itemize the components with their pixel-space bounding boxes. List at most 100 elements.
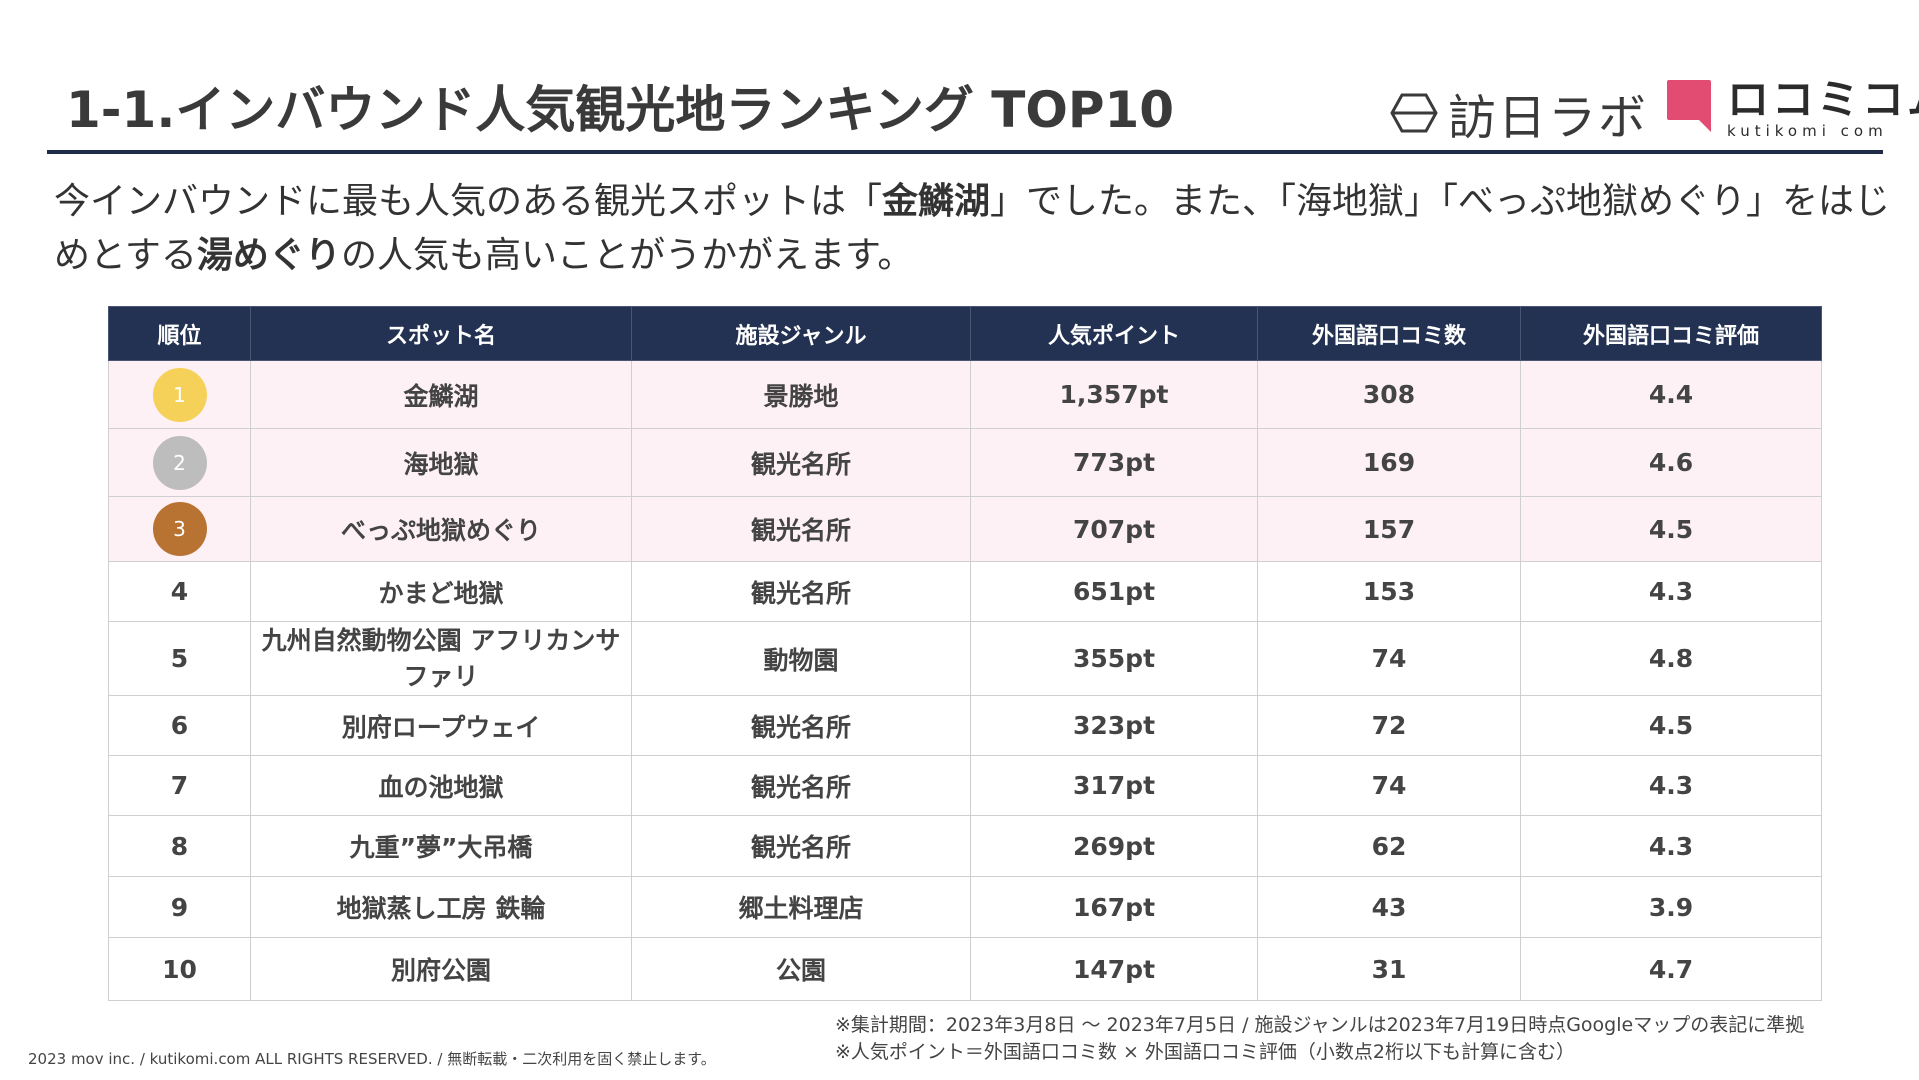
genre-cell: 観光名所	[631, 695, 971, 756]
rank-cell: 8	[108, 815, 251, 877]
copyright-notice: 2023 mov inc. / kutikomi.com ALL RIGHTS …	[28, 1050, 716, 1068]
speech-bubble-icon	[1667, 80, 1711, 132]
spot-name-cell: かまど地獄	[250, 561, 632, 622]
lead-highlight-2: 湯めぐり	[196, 235, 341, 276]
genre-cell: 公園	[631, 937, 971, 1001]
spot-name-cell: 九州自然動物公園 アフリカンサファリ	[250, 621, 632, 696]
footnotes: ※集計期間：2023年3月8日 〜 2023年7月5日 / 施設ジャンルは202…	[835, 1012, 1804, 1066]
rating-cell: 3.9	[1520, 876, 1822, 938]
houjin-lab-logo: 訪日ラボ	[1390, 78, 1648, 148]
table-row: 8 九重”夢”大吊橋 観光名所 269pt 62 4.3	[108, 815, 1822, 877]
header-review-rating: 外国語口コミ評価	[1520, 306, 1822, 361]
points-cell: 1,357pt	[970, 360, 1258, 429]
rating-cell: 4.8	[1520, 621, 1822, 696]
lead-highlight-1: 金鱗湖	[882, 181, 991, 222]
lead-text-2: 」でした。また、「海地獄」「べっぷ地獄めぐり」をはじめとする	[54, 181, 1891, 276]
kutikomi-logo-subtext: kutikomi com	[1727, 122, 1888, 140]
houjin-lab-logo-text: 訪日ラボ	[1448, 90, 1649, 146]
review-count-cell: 169	[1257, 428, 1521, 497]
rating-cell: 4.3	[1520, 755, 1822, 816]
rating-cell: 4.5	[1520, 496, 1822, 562]
footnote-period: ※集計期間：2023年3月8日 〜 2023年7月5日 / 施設ジャンルは202…	[835, 1014, 1805, 1036]
footnote-formula: ※人気ポイント＝外国語口コミ数 × 外国語口コミ評価（小数点2桁以下も計算に含む…	[835, 1041, 1576, 1063]
lead-text-3: の人気も高いことがうかがえます。	[340, 235, 914, 276]
rating-cell: 4.5	[1520, 695, 1822, 756]
bronze-medal-badge: 3	[152, 502, 207, 556]
genre-cell: 観光名所	[631, 496, 971, 562]
review-count-cell: 153	[1257, 561, 1521, 622]
header-review-count: 外国語口コミ数	[1257, 306, 1521, 361]
rank-cell: 10	[108, 937, 251, 1001]
points-cell: 355pt	[970, 621, 1258, 696]
rank-cell: 7	[108, 755, 251, 816]
ranking-table: 順位 スポット名 施設ジャンル 人気ポイント 外国語口コミ数 外国語口コミ評価 …	[108, 306, 1822, 1001]
review-count-cell: 31	[1257, 937, 1521, 1001]
rating-cell: 4.3	[1520, 561, 1822, 622]
header-spot-name: スポット名	[250, 306, 632, 361]
spot-name-cell: 金鱗湖	[250, 360, 632, 429]
points-cell: 317pt	[970, 755, 1258, 816]
kutikomi-logo: ロコミコム kutikomi com	[1665, 78, 1919, 140]
genre-cell: 観光名所	[631, 561, 971, 622]
spot-name-cell: 海地獄	[250, 428, 632, 497]
rating-cell: 4.4	[1520, 360, 1822, 429]
houjin-hexagon-icon	[1390, 93, 1438, 133]
genre-cell: 動物園	[631, 621, 971, 696]
review-count-cell: 74	[1257, 621, 1521, 696]
points-cell: 651pt	[970, 561, 1258, 622]
gold-medal-badge: 1	[152, 367, 207, 422]
header-rank: 順位	[108, 306, 251, 361]
table-row: 9 地獄蒸し工房 鉄輪 郷土料理店 167pt 43 3.9	[108, 876, 1822, 938]
review-count-cell: 43	[1257, 876, 1521, 938]
rank-cell: 9	[108, 876, 251, 938]
rank-cell: 6	[108, 695, 251, 756]
header-genre: 施設ジャンル	[631, 306, 971, 361]
table-row: 10 別府公園 公園 147pt 31 4.7	[108, 937, 1822, 1001]
points-cell: 167pt	[970, 876, 1258, 938]
rating-cell: 4.6	[1520, 428, 1822, 497]
silver-medal-badge: 2	[152, 435, 207, 490]
rank-cell: 2	[108, 428, 251, 497]
table-row: 2 海地獄 観光名所 773pt 169 4.6	[108, 428, 1822, 497]
points-cell: 147pt	[970, 937, 1258, 1001]
page-title: 1-1.インバウンド人気観光地ランキング TOP10	[66, 81, 1175, 139]
spot-name-cell: 地獄蒸し工房 鉄輪	[250, 876, 632, 938]
title-divider	[47, 150, 1883, 154]
review-count-cell: 74	[1257, 755, 1521, 816]
lead-paragraph: 今インバウンドに最も人気のある観光スポットは「金鱗湖」でした。また、「海地獄」「…	[54, 175, 1894, 283]
spot-name-cell: べっぷ地獄めぐり	[250, 496, 632, 562]
table-row: 1 金鱗湖 景勝地 1,357pt 308 4.4	[108, 360, 1822, 429]
rank-cell: 5	[108, 621, 251, 696]
points-cell: 269pt	[970, 815, 1258, 877]
table-row: 4 かまど地獄 観光名所 651pt 153 4.3	[108, 561, 1822, 622]
kutikomi-logo-text: ロコミコム	[1727, 75, 1919, 124]
genre-cell: 観光名所	[631, 428, 971, 497]
header-points: 人気ポイント	[970, 306, 1258, 361]
review-count-cell: 72	[1257, 695, 1521, 756]
points-cell: 773pt	[970, 428, 1258, 497]
genre-cell: 観光名所	[631, 815, 971, 877]
genre-cell: 景勝地	[631, 360, 971, 429]
points-cell: 707pt	[970, 496, 1258, 562]
points-cell: 323pt	[970, 695, 1258, 756]
table-row: 5 九州自然動物公園 アフリカンサファリ 動物園 355pt 74 4.8	[108, 621, 1822, 696]
spot-name-cell: 別府ロープウェイ	[250, 695, 632, 756]
table-row: 6 別府ロープウェイ 観光名所 323pt 72 4.5	[108, 695, 1822, 756]
rank-cell: 3	[108, 496, 251, 562]
rating-cell: 4.3	[1520, 815, 1822, 877]
genre-cell: 郷土料理店	[631, 876, 971, 938]
table-row: 3 べっぷ地獄めぐり 観光名所 707pt 157 4.5	[108, 496, 1822, 562]
rating-cell: 4.7	[1520, 937, 1822, 1001]
review-count-cell: 157	[1257, 496, 1521, 562]
review-count-cell: 308	[1257, 360, 1521, 429]
lead-text-1: 今インバウンドに最も人気のある観光スポットは「	[54, 181, 883, 222]
review-count-cell: 62	[1257, 815, 1521, 877]
spot-name-cell: 血の池地獄	[250, 755, 632, 816]
table-row: 7 血の池地獄 観光名所 317pt 74 4.3	[108, 755, 1822, 816]
table-header-row: 順位 スポット名 施設ジャンル 人気ポイント 外国語口コミ数 外国語口コミ評価	[108, 306, 1822, 361]
spot-name-cell: 九重”夢”大吊橋	[250, 815, 632, 877]
spot-name-cell: 別府公園	[250, 937, 632, 1001]
genre-cell: 観光名所	[631, 755, 971, 816]
rank-cell: 4	[108, 561, 251, 622]
rank-cell: 1	[108, 360, 251, 429]
